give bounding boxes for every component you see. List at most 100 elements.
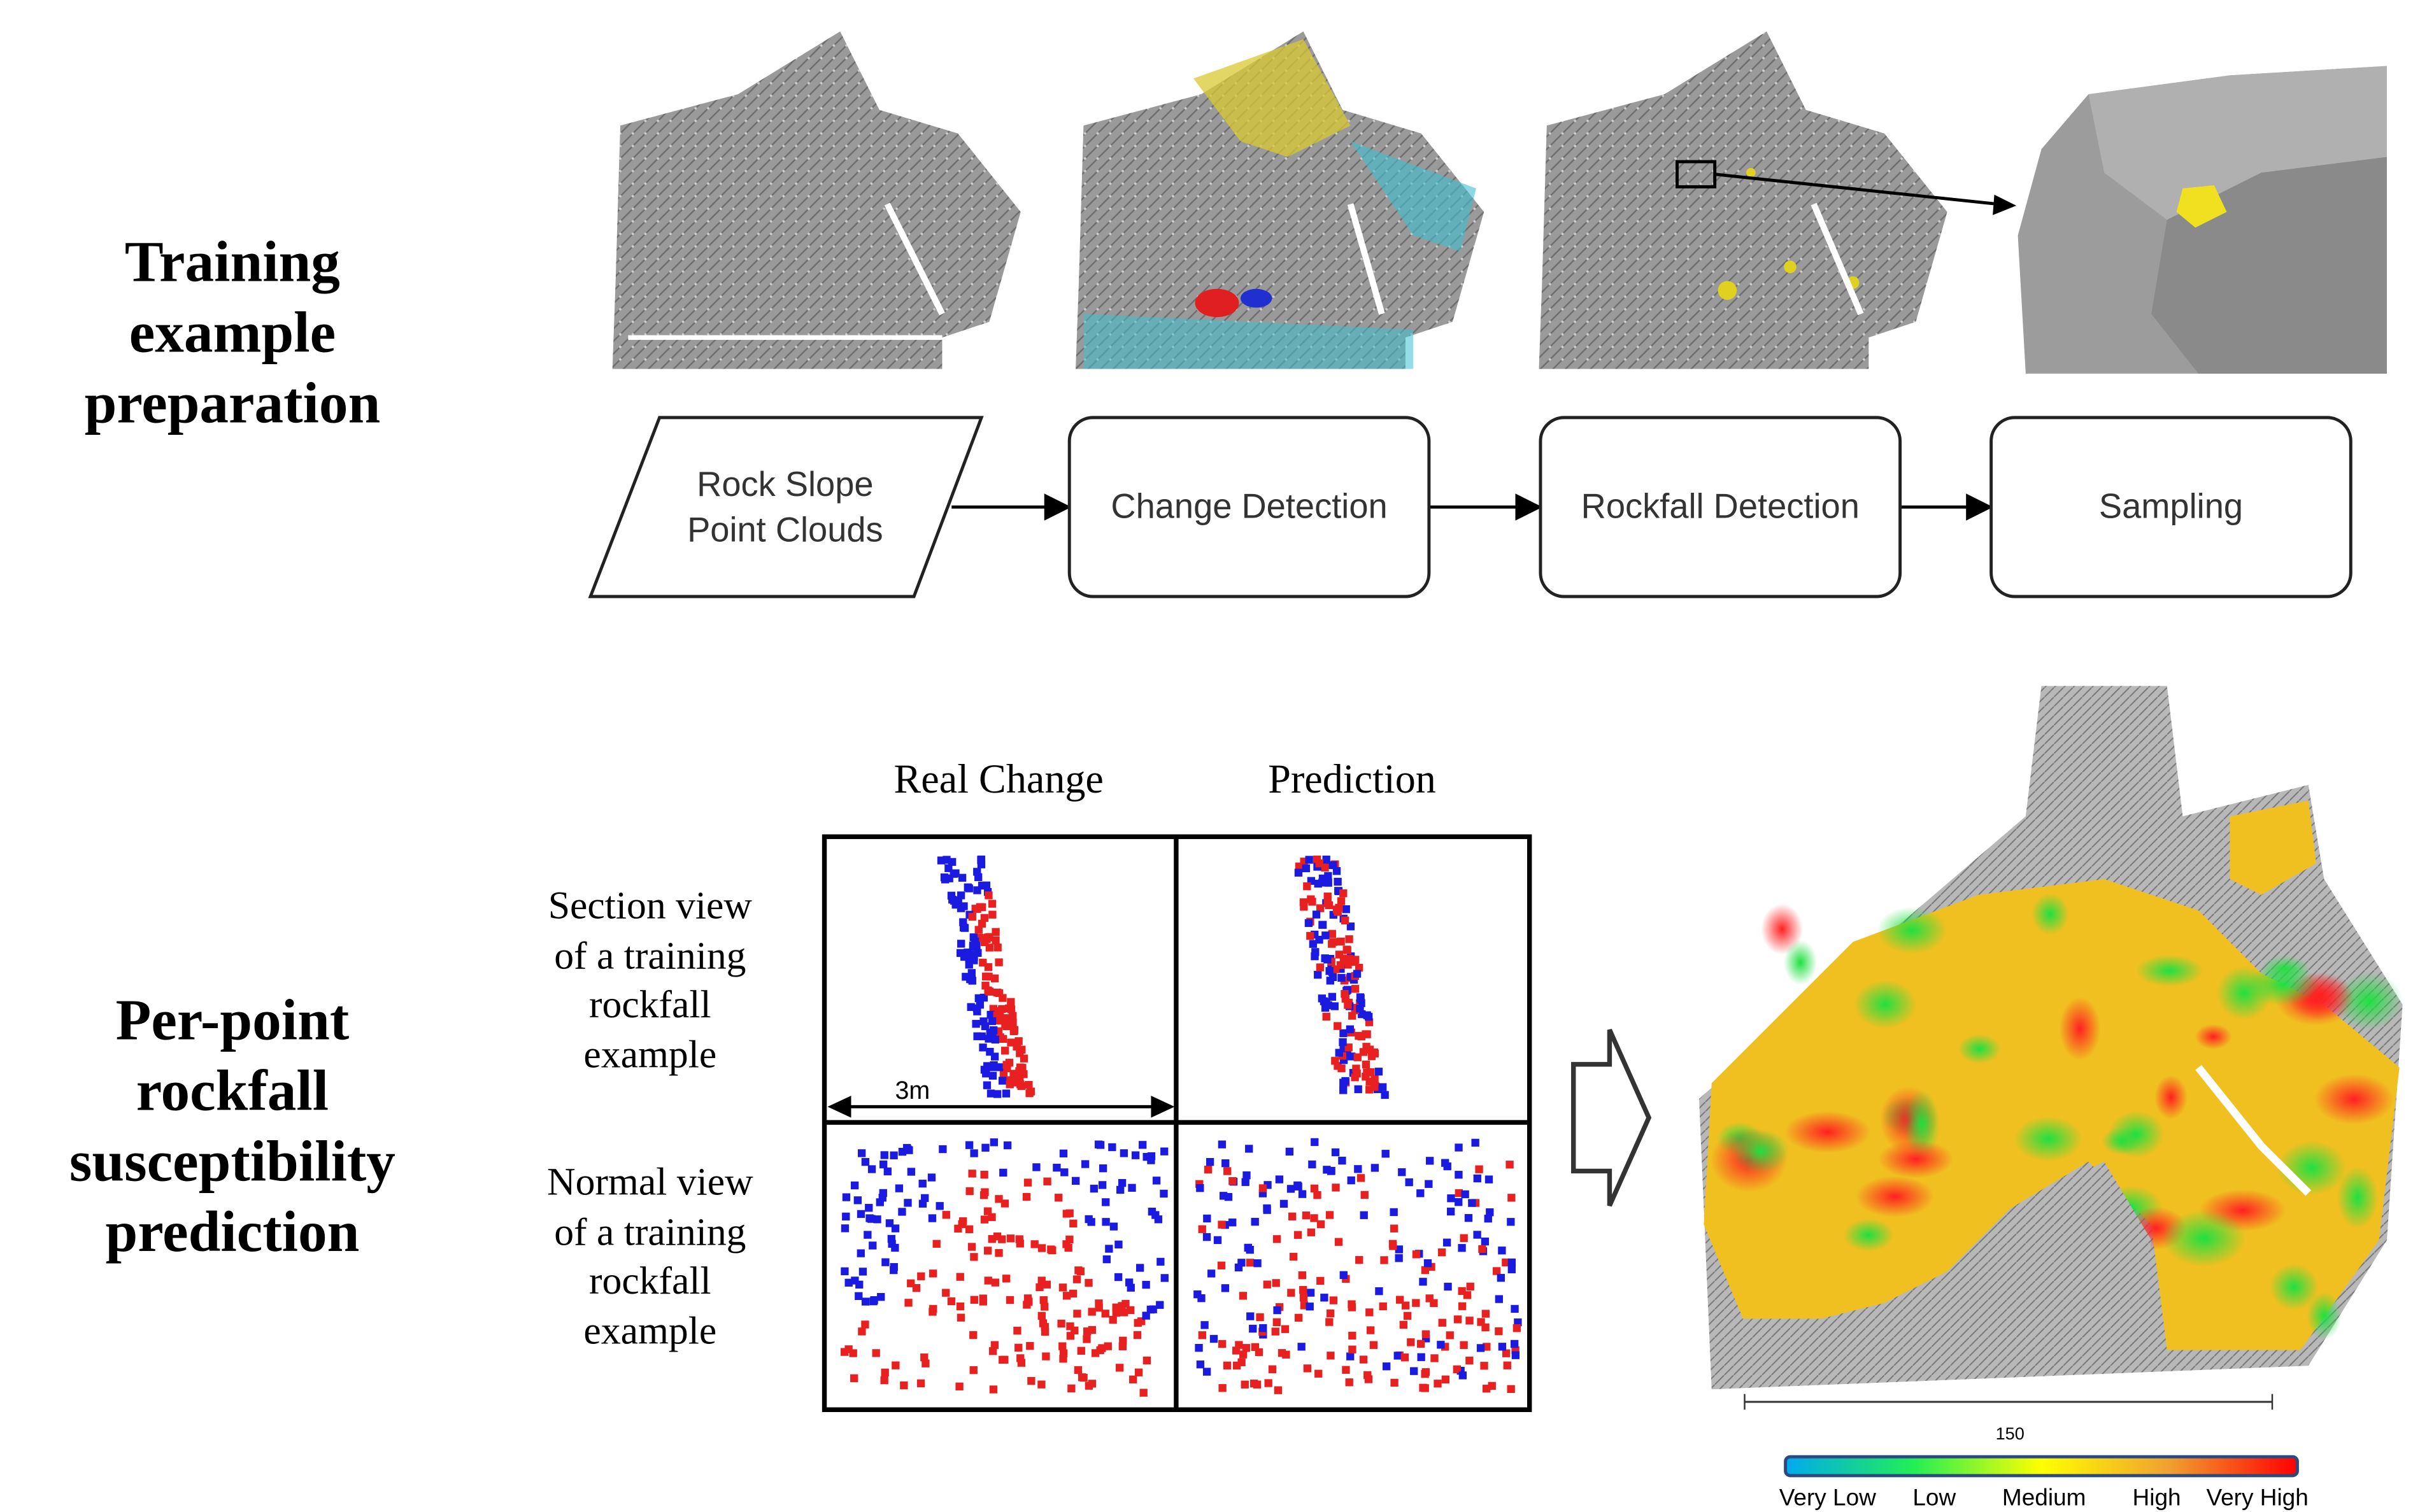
normal-point xyxy=(1327,1166,1335,1175)
section-point xyxy=(1356,1005,1364,1013)
normal-point xyxy=(1316,1276,1325,1285)
normal-point xyxy=(1076,1267,1085,1276)
normal-point xyxy=(1441,1375,1450,1383)
normal-point xyxy=(1091,1349,1100,1357)
section-point xyxy=(973,905,981,913)
normal-point xyxy=(1039,1319,1048,1327)
normal-point xyxy=(1234,1263,1243,1272)
section-point xyxy=(1335,950,1344,959)
normal-point xyxy=(844,1345,853,1353)
section-point xyxy=(1334,877,1342,886)
section-point xyxy=(1015,1067,1023,1075)
low-risk-zone xyxy=(1843,1219,1895,1252)
section-point xyxy=(979,1043,987,1052)
normal-point xyxy=(864,1231,872,1239)
legend-label-high: High xyxy=(2132,1485,2181,1512)
normal-point xyxy=(1355,1255,1363,1264)
section-point xyxy=(974,926,983,934)
section-point xyxy=(998,1005,1006,1014)
section-point xyxy=(986,1089,995,1098)
normal-point xyxy=(1356,1174,1365,1182)
normal-point xyxy=(1421,1369,1429,1378)
section-point xyxy=(1335,1049,1343,1057)
normal-point xyxy=(907,1279,915,1287)
normal-point xyxy=(1142,1280,1150,1289)
section-point xyxy=(1355,1031,1363,1040)
section-point xyxy=(1354,1085,1362,1094)
normal-point xyxy=(1213,1236,1222,1245)
normal-point xyxy=(1246,1312,1255,1320)
normal-point xyxy=(1419,1278,1427,1286)
normal-point xyxy=(1157,1257,1165,1266)
normal-point xyxy=(881,1258,890,1266)
normal-point xyxy=(1218,1339,1227,1348)
normal-point xyxy=(842,1193,851,1201)
normal-point xyxy=(1041,1303,1049,1311)
normal-point xyxy=(1475,1165,1483,1173)
normal-point xyxy=(1232,1361,1241,1370)
normal-point xyxy=(1272,1318,1281,1327)
normal-point xyxy=(1277,1349,1286,1357)
normal-point xyxy=(1495,1295,1504,1303)
normal-point xyxy=(905,1146,913,1154)
section-point xyxy=(992,928,1000,936)
normal-point xyxy=(1203,1214,1211,1223)
row-label-normal-view: Normal view of a training rockfall examp… xyxy=(493,1159,807,1357)
normal-point xyxy=(999,1355,1007,1364)
normal-point xyxy=(1342,1366,1350,1374)
section-point xyxy=(964,883,972,891)
section-point xyxy=(941,875,950,884)
flow-step-label: Rockfall Detection xyxy=(1581,486,1860,526)
normal-point xyxy=(1104,1342,1112,1350)
normal-point xyxy=(1057,1319,1065,1328)
normal-point xyxy=(1398,1168,1406,1176)
normal-point xyxy=(1120,1308,1128,1317)
normal-point xyxy=(1314,1369,1323,1378)
normal-point xyxy=(995,1248,1003,1257)
normal-point xyxy=(1055,1194,1063,1202)
section-point xyxy=(976,1001,985,1009)
normal-point xyxy=(929,1269,937,1278)
section-point xyxy=(979,1017,988,1026)
normal-point xyxy=(1289,1252,1298,1261)
normal-point xyxy=(1502,1258,1510,1267)
normal-point xyxy=(1133,1331,1142,1339)
normal-point xyxy=(1421,1384,1429,1392)
normal-point xyxy=(1412,1299,1420,1307)
normal-point xyxy=(1245,1145,1253,1153)
normal-point xyxy=(1160,1147,1169,1155)
normal-point xyxy=(1379,1302,1387,1311)
map-scale-bar xyxy=(1744,1394,2274,1410)
normal-point xyxy=(904,1199,912,1207)
section-point xyxy=(1302,864,1310,873)
normal-point xyxy=(970,1149,978,1157)
row-label-line: example xyxy=(583,1033,717,1077)
normal-point xyxy=(1149,1305,1157,1313)
normal-point xyxy=(1473,1231,1481,1239)
normal-point xyxy=(1241,1380,1249,1388)
normal-point xyxy=(851,1276,859,1285)
column-header-prediction: Prediction xyxy=(1268,756,1436,803)
normal-point xyxy=(1367,1326,1375,1334)
section-point xyxy=(1294,868,1303,877)
normal-point xyxy=(1390,1208,1398,1217)
normal-point xyxy=(907,1168,916,1176)
normal-point xyxy=(1348,1303,1356,1311)
normal-point xyxy=(1306,1303,1314,1311)
normal-point xyxy=(1285,1147,1294,1156)
section-point xyxy=(981,982,990,990)
section-point xyxy=(1001,1047,1009,1055)
normal-point xyxy=(1447,1207,1455,1216)
normal-point xyxy=(1430,1354,1439,1362)
normal-point xyxy=(1131,1151,1140,1159)
normal-point xyxy=(1000,1199,1009,1208)
normal-point xyxy=(1118,1342,1127,1350)
normal-point xyxy=(1400,1353,1409,1362)
normal-point xyxy=(1024,1297,1032,1306)
section-point xyxy=(1305,856,1313,864)
arrow-icon xyxy=(1044,493,1072,521)
normal-point xyxy=(1078,1373,1086,1381)
normal-point xyxy=(928,1214,937,1222)
section-point xyxy=(1339,1078,1348,1087)
